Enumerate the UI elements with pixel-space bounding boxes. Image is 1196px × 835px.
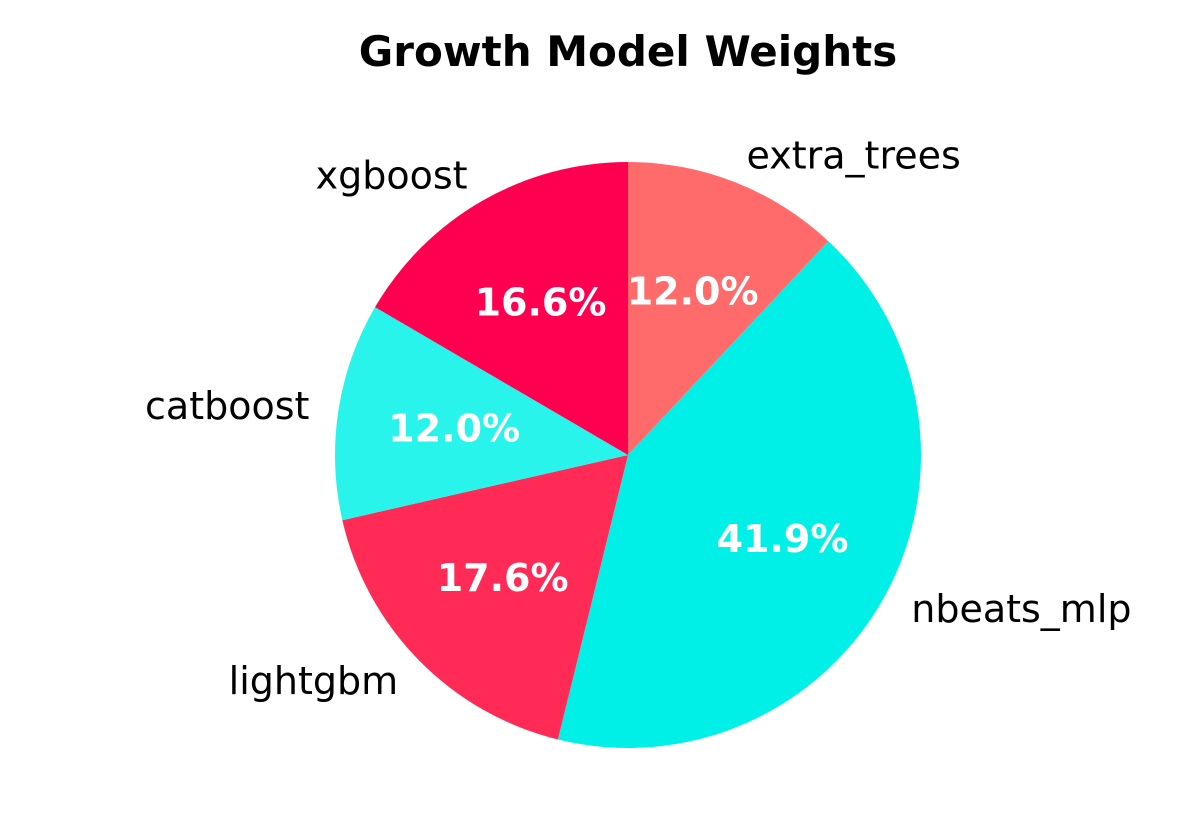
slice-label-nbeats-mlp: nbeats_mlp [911, 587, 1131, 631]
slice-label-xgboost: xgboost [316, 153, 468, 197]
pie-slices [334, 162, 921, 748]
pie-slice-nbeats-mlp [557, 241, 921, 748]
pie-labels: extra_trees 12.0% nbeats_mlp 41.9% lightgbm 1… [145, 133, 1131, 703]
slice-percent-catboost: 12.0% [388, 406, 520, 450]
slice-percent-extra-trees: 12.0% [627, 270, 759, 314]
slice-label-extra-trees: extra_trees [747, 133, 961, 177]
pie-slice-catboost [334, 307, 628, 521]
slice-label-catboost: catboost [145, 384, 309, 428]
pie-slice-xgboost [375, 162, 628, 455]
pie-slice-lightgbm [342, 455, 628, 740]
chart-title: Growth Model Weights [359, 27, 897, 76]
slice-percent-xgboost: 16.6% [475, 281, 607, 325]
slice-percent-lightgbm: 17.6% [437, 556, 569, 600]
pie-slice-extra-trees [628, 162, 829, 455]
slice-label-lightgbm: lightgbm [229, 659, 398, 703]
slice-percent-nbeats-mlp: 41.9% [717, 517, 849, 561]
